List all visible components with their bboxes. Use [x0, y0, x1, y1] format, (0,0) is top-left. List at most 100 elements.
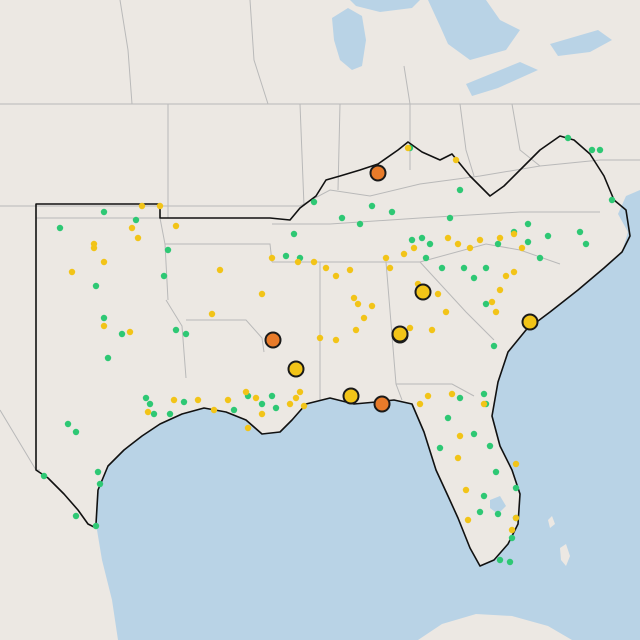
green-site-marker[interactable] — [72, 428, 80, 436]
yellow-site-marker[interactable] — [322, 264, 330, 272]
green-site-marker[interactable] — [258, 400, 266, 408]
green-site-marker[interactable] — [482, 300, 490, 308]
yellow-site-marker[interactable] — [416, 400, 424, 408]
yellow-site-marker[interactable] — [454, 240, 462, 248]
green-site-marker[interactable] — [494, 240, 502, 248]
yellow-site-marker[interactable] — [496, 286, 504, 294]
large-orange-marker[interactable] — [264, 331, 282, 349]
yellow-site-marker[interactable] — [134, 234, 142, 242]
green-site-marker[interactable] — [132, 216, 140, 224]
yellow-site-marker[interactable] — [210, 406, 218, 414]
green-site-marker[interactable] — [470, 430, 478, 438]
green-site-marker[interactable] — [456, 186, 464, 194]
green-site-marker[interactable] — [40, 472, 48, 480]
yellow-site-marker[interactable] — [510, 268, 518, 276]
yellow-site-marker[interactable] — [90, 244, 98, 252]
green-site-marker[interactable] — [608, 196, 616, 204]
green-site-marker[interactable] — [100, 208, 108, 216]
green-site-marker[interactable] — [460, 264, 468, 272]
yellow-site-marker[interactable] — [476, 236, 484, 244]
yellow-site-marker[interactable] — [382, 254, 390, 262]
green-site-marker[interactable] — [524, 238, 532, 246]
yellow-site-marker[interactable] — [492, 308, 500, 316]
green-site-marker[interactable] — [180, 398, 188, 406]
yellow-site-marker[interactable] — [194, 396, 202, 404]
yellow-site-marker[interactable] — [512, 460, 520, 468]
green-site-marker[interactable] — [104, 354, 112, 362]
green-site-marker[interactable] — [490, 342, 498, 350]
yellow-site-marker[interactable] — [242, 388, 250, 396]
green-site-marker[interactable] — [446, 214, 454, 222]
green-site-marker[interactable] — [486, 442, 494, 450]
large-orange-marker[interactable] — [373, 395, 391, 413]
green-site-marker[interactable] — [94, 468, 102, 476]
green-site-marker[interactable] — [172, 326, 180, 334]
large-orange-marker[interactable] — [369, 164, 387, 182]
green-site-marker[interactable] — [576, 228, 584, 236]
green-site-marker[interactable] — [356, 220, 364, 228]
green-site-marker[interactable] — [480, 492, 488, 500]
green-site-marker[interactable] — [388, 208, 396, 216]
green-site-marker[interactable] — [418, 234, 426, 242]
green-site-marker[interactable] — [494, 510, 502, 518]
green-site-marker[interactable] — [310, 198, 318, 206]
green-site-marker[interactable] — [496, 556, 504, 564]
green-site-marker[interactable] — [96, 480, 104, 488]
green-site-marker[interactable] — [368, 202, 376, 210]
yellow-site-marker[interactable] — [268, 254, 276, 262]
yellow-site-marker[interactable] — [400, 250, 408, 258]
yellow-site-marker[interactable] — [442, 308, 450, 316]
large-yellow-marker[interactable] — [287, 360, 305, 378]
green-site-marker[interactable] — [160, 272, 168, 280]
large-yellow-marker[interactable] — [391, 325, 409, 343]
green-site-marker[interactable] — [564, 134, 572, 142]
green-site-marker[interactable] — [492, 468, 500, 476]
yellow-site-marker[interactable] — [244, 424, 252, 432]
green-site-marker[interactable] — [72, 512, 80, 520]
yellow-site-marker[interactable] — [208, 310, 216, 318]
yellow-site-marker[interactable] — [488, 298, 496, 306]
yellow-site-marker[interactable] — [496, 234, 504, 242]
yellow-site-marker[interactable] — [292, 394, 300, 402]
yellow-site-marker[interactable] — [296, 388, 304, 396]
yellow-site-marker[interactable] — [454, 454, 462, 462]
yellow-site-marker[interactable] — [300, 402, 308, 410]
green-site-marker[interactable] — [544, 232, 552, 240]
yellow-site-marker[interactable] — [510, 230, 518, 238]
yellow-site-marker[interactable] — [224, 396, 232, 404]
green-site-marker[interactable] — [92, 282, 100, 290]
yellow-site-marker[interactable] — [332, 336, 340, 344]
yellow-site-marker[interactable] — [252, 394, 260, 402]
yellow-site-marker[interactable] — [360, 314, 368, 322]
yellow-site-marker[interactable] — [518, 244, 526, 252]
green-site-marker[interactable] — [146, 400, 154, 408]
yellow-site-marker[interactable] — [128, 224, 136, 232]
green-site-marker[interactable] — [536, 254, 544, 262]
yellow-site-marker[interactable] — [368, 302, 376, 310]
green-site-marker[interactable] — [56, 224, 64, 232]
yellow-site-marker[interactable] — [406, 324, 414, 332]
green-site-marker[interactable] — [150, 410, 158, 418]
green-site-marker[interactable] — [582, 240, 590, 248]
yellow-site-marker[interactable] — [100, 322, 108, 330]
yellow-site-marker[interactable] — [258, 410, 266, 418]
green-site-marker[interactable] — [506, 558, 514, 566]
yellow-site-marker[interactable] — [434, 290, 442, 298]
green-site-marker[interactable] — [272, 404, 280, 412]
highlighted-markers[interactable] — [264, 164, 539, 413]
yellow-site-marker[interactable] — [452, 156, 460, 164]
yellow-site-marker[interactable] — [126, 328, 134, 336]
yellow-site-marker[interactable] — [428, 326, 436, 334]
green-site-marker[interactable] — [182, 330, 190, 338]
green-site-marker[interactable] — [268, 392, 276, 400]
yellow-site-marker[interactable] — [100, 258, 108, 266]
green-site-marker[interactable] — [508, 534, 516, 542]
green-site-marker[interactable] — [422, 254, 430, 262]
yellow-site-marker[interactable] — [170, 396, 178, 404]
green-site-marker[interactable] — [166, 410, 174, 418]
yellow-site-marker[interactable] — [352, 326, 360, 334]
yellow-site-marker[interactable] — [444, 234, 452, 242]
yellow-site-marker[interactable] — [346, 266, 354, 274]
green-site-marker[interactable] — [438, 264, 446, 272]
